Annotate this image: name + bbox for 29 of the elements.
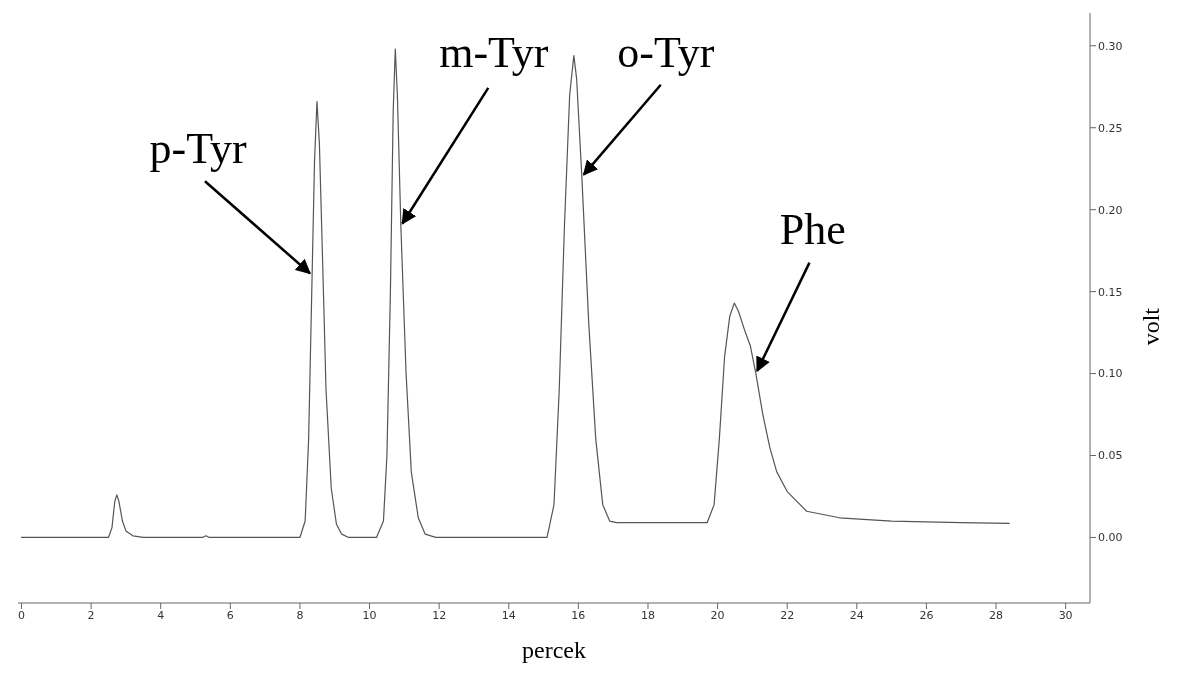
x-tick-label: 14 xyxy=(501,608,516,622)
y-tick-label: 0.15 xyxy=(1098,285,1123,299)
x-tick-label: 0 xyxy=(17,608,25,622)
x-tick-label: 26 xyxy=(919,608,934,622)
y-tick-label: 0.20 xyxy=(1098,203,1123,217)
y-axis-title: volt xyxy=(1137,307,1164,346)
y-tick-label: 0.10 xyxy=(1098,367,1123,381)
x-tick-label: 28 xyxy=(989,608,1004,622)
x-tick-label: 10 xyxy=(362,608,377,622)
x-tick-label: 4 xyxy=(157,608,165,622)
x-tick-label: 20 xyxy=(710,608,725,622)
y-tick-label: 0.25 xyxy=(1098,121,1123,135)
y-tick-label: 0.00 xyxy=(1098,531,1123,545)
x-axis-title: percek xyxy=(522,637,586,663)
y-tick-label: 0.30 xyxy=(1098,39,1123,53)
x-tick-label: 8 xyxy=(296,608,304,622)
x-tick-label: 16 xyxy=(571,608,586,622)
x-tick-label: 24 xyxy=(849,608,864,622)
x-tick-label: 22 xyxy=(780,608,795,622)
x-tick-label: 30 xyxy=(1058,608,1073,622)
annotation: m-Tyr xyxy=(439,28,549,78)
annotation: p-Tyr xyxy=(149,124,248,174)
x-tick-label: 2 xyxy=(87,608,95,622)
x-tick-label: 18 xyxy=(640,608,655,622)
annotation: o-Tyr xyxy=(617,27,715,77)
y-tick-label: 0.05 xyxy=(1098,449,1123,463)
x-tick-label: 6 xyxy=(226,608,234,622)
annotation: Phe xyxy=(779,204,846,254)
x-tick-label: 12 xyxy=(432,608,447,622)
